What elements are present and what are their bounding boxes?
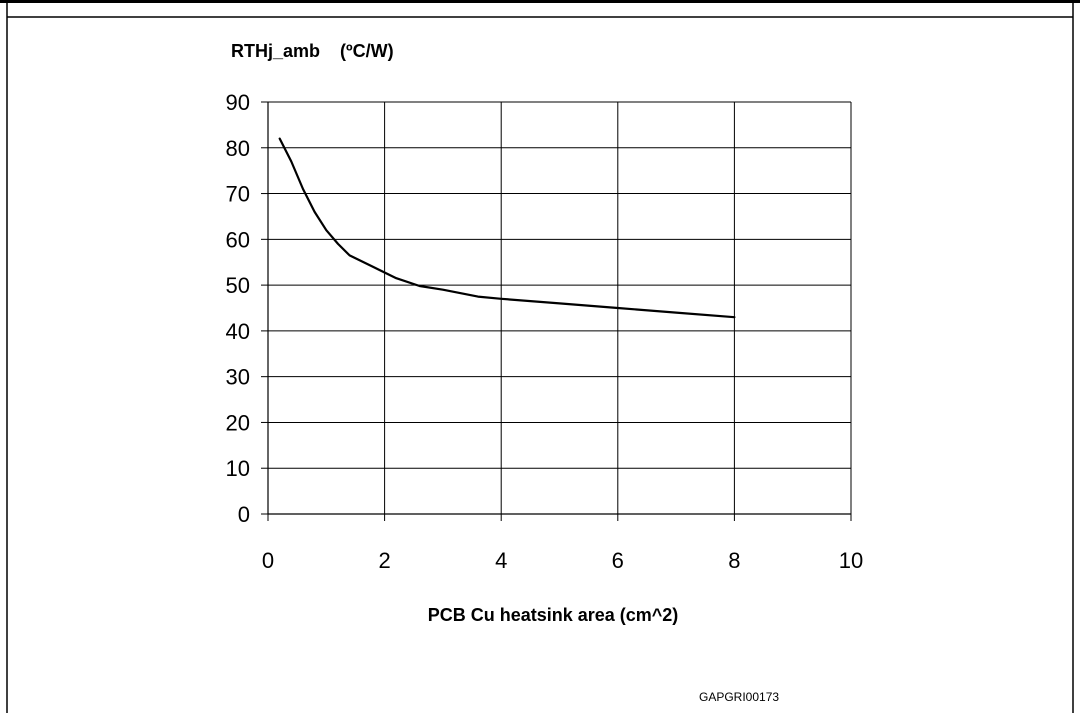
x-tick-label: 2 — [378, 548, 390, 573]
x-tick-label: 6 — [612, 548, 624, 573]
y-tick-label: 60 — [226, 227, 250, 252]
x-tick-label: 8 — [728, 548, 740, 573]
clipped-caption-strip — [0, 0, 1080, 3]
y-tick-label: 70 — [226, 182, 250, 207]
y-axis-title: RTHj_amb (ºC/W) — [231, 41, 394, 61]
plot-area: 0 10 20 30 40 50 60 70 80 90 0 2 4 6 8 10 — [226, 90, 864, 573]
x-tick-label: 10 — [839, 548, 863, 573]
y-tick-label: 10 — [226, 456, 250, 481]
y-tick-label: 40 — [226, 319, 250, 344]
x-axis-title: PCB Cu heatsink area (cm^2) — [428, 605, 679, 625]
y-tick-label: 30 — [226, 365, 250, 390]
y-tick-label: 50 — [226, 273, 250, 298]
y-tick-label: 20 — [226, 410, 250, 435]
y-tick-label: 80 — [226, 136, 250, 161]
figure-code: GAPGRI00173 — [699, 690, 779, 704]
y-tick-label: 90 — [226, 90, 250, 115]
x-tick-label: 4 — [495, 548, 507, 573]
series-line-rthj-amb — [278, 137, 736, 319]
y-tick-label: 0 — [238, 502, 250, 527]
x-tick-label: 0 — [262, 548, 274, 573]
